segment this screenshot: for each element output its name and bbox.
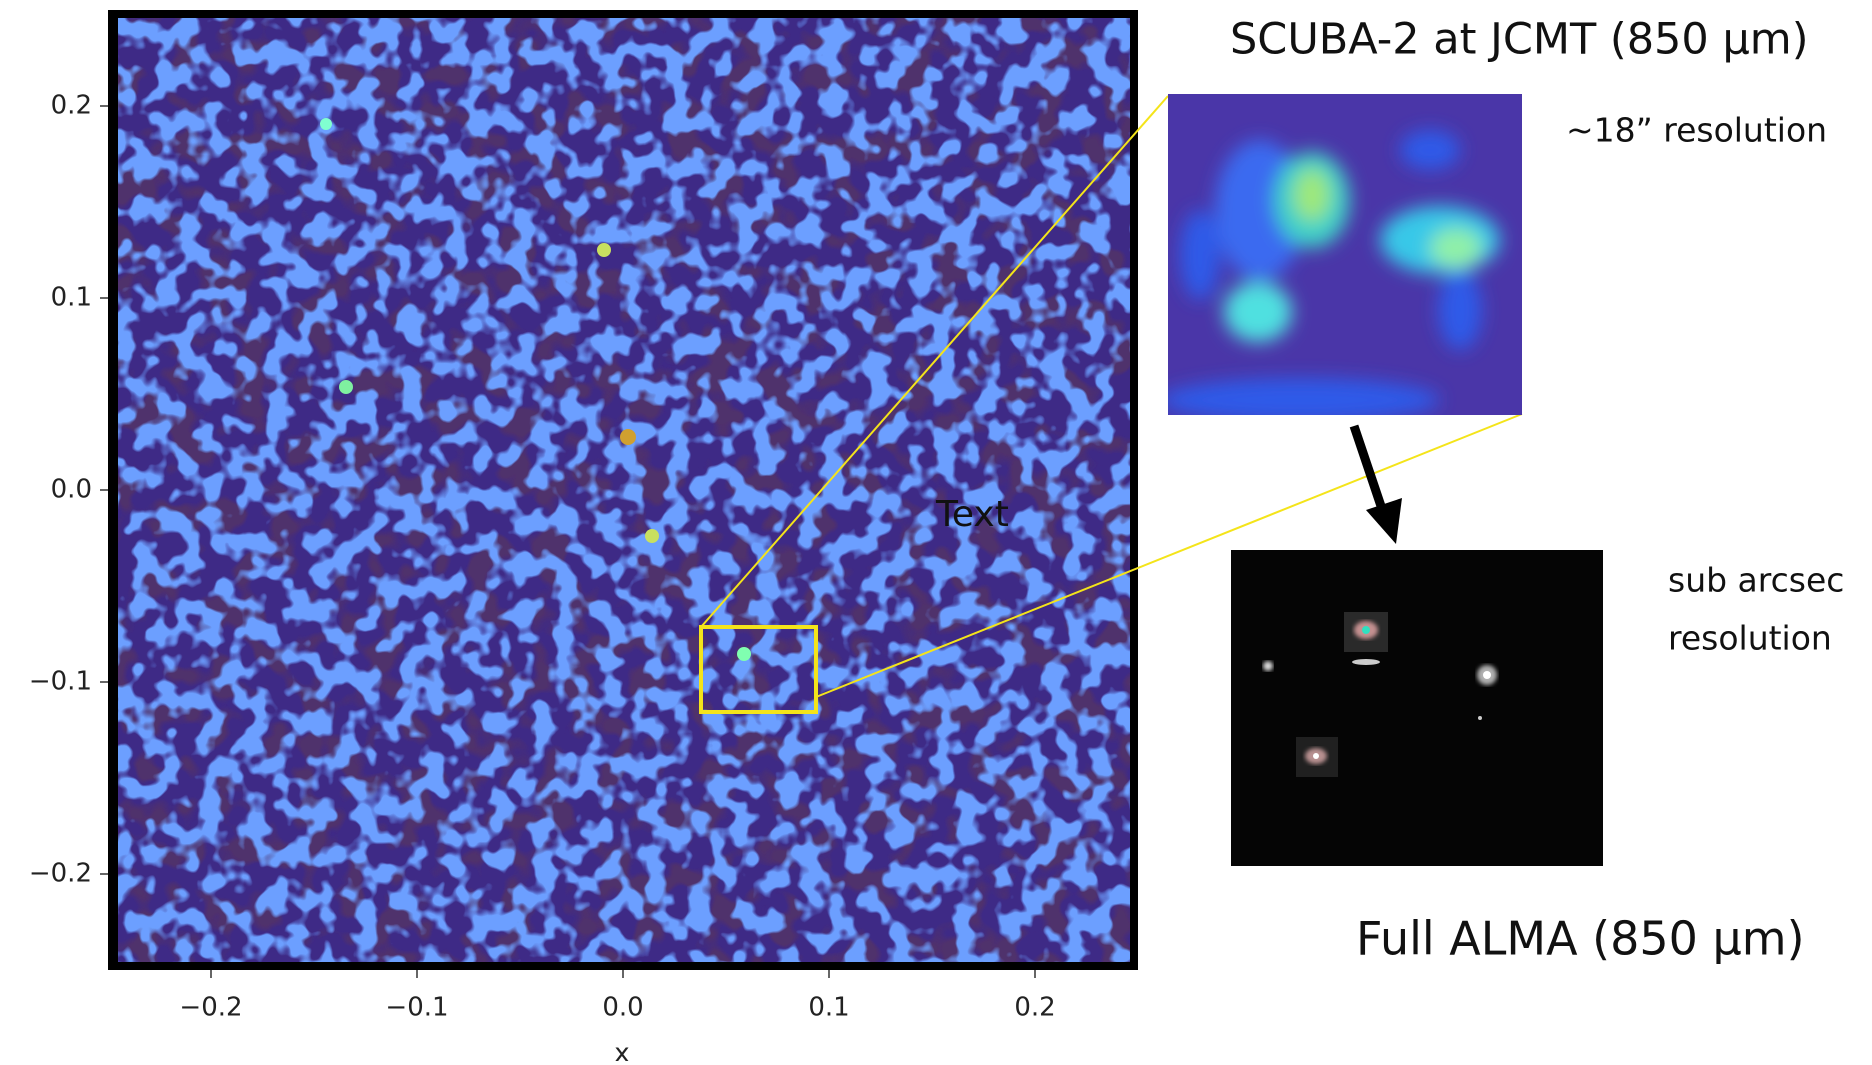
y-tick-label: −0.2	[29, 859, 92, 889]
scuba-inset	[1160, 94, 1522, 422]
x-tick-label: −0.2	[179, 993, 242, 1023]
x-axis-label: x	[614, 1039, 629, 1062]
source	[645, 529, 659, 543]
source	[597, 243, 611, 257]
x-tick-label: 0.0	[602, 993, 643, 1023]
map-texture	[118, 18, 1130, 962]
y-tick-label: 0.2	[51, 91, 92, 121]
y-tick-label: 0.0	[51, 475, 92, 505]
alma-title: Full ALMA (850 µm)	[1356, 912, 1805, 966]
galaxy	[1478, 716, 1482, 720]
arrow-head	[1366, 498, 1402, 544]
scuba-title: SCUBA-2 at JCMT (850 µm)	[1230, 15, 1808, 65]
galaxy-core	[1362, 626, 1370, 634]
y-tick-label: −0.1	[29, 667, 92, 697]
galaxy	[1352, 659, 1380, 665]
figure: Text SCU	[0, 0, 1872, 1061]
overlay-text: Text	[935, 494, 1009, 535]
source	[737, 647, 751, 661]
scuba-note: ~18” resolution	[1566, 111, 1827, 150]
alma-note: sub arcsec	[1668, 561, 1844, 600]
source	[320, 118, 332, 130]
source	[339, 380, 353, 394]
galaxy	[1263, 661, 1273, 671]
galaxy-core	[1483, 671, 1491, 679]
x-tick-label: 0.1	[808, 993, 849, 1023]
source	[620, 429, 636, 445]
galaxy-core	[1313, 753, 1319, 759]
y-tick-label: 0.1	[51, 283, 92, 313]
x-tick-label: 0.2	[1014, 993, 1055, 1023]
alma-note: resolution	[1668, 619, 1832, 658]
alma-inset	[1231, 550, 1603, 866]
x-tick-label: −0.1	[385, 993, 448, 1023]
page: {"map": { "xlim": [-0.25, 0.25], "ylim":…	[0, 0, 1872, 1061]
